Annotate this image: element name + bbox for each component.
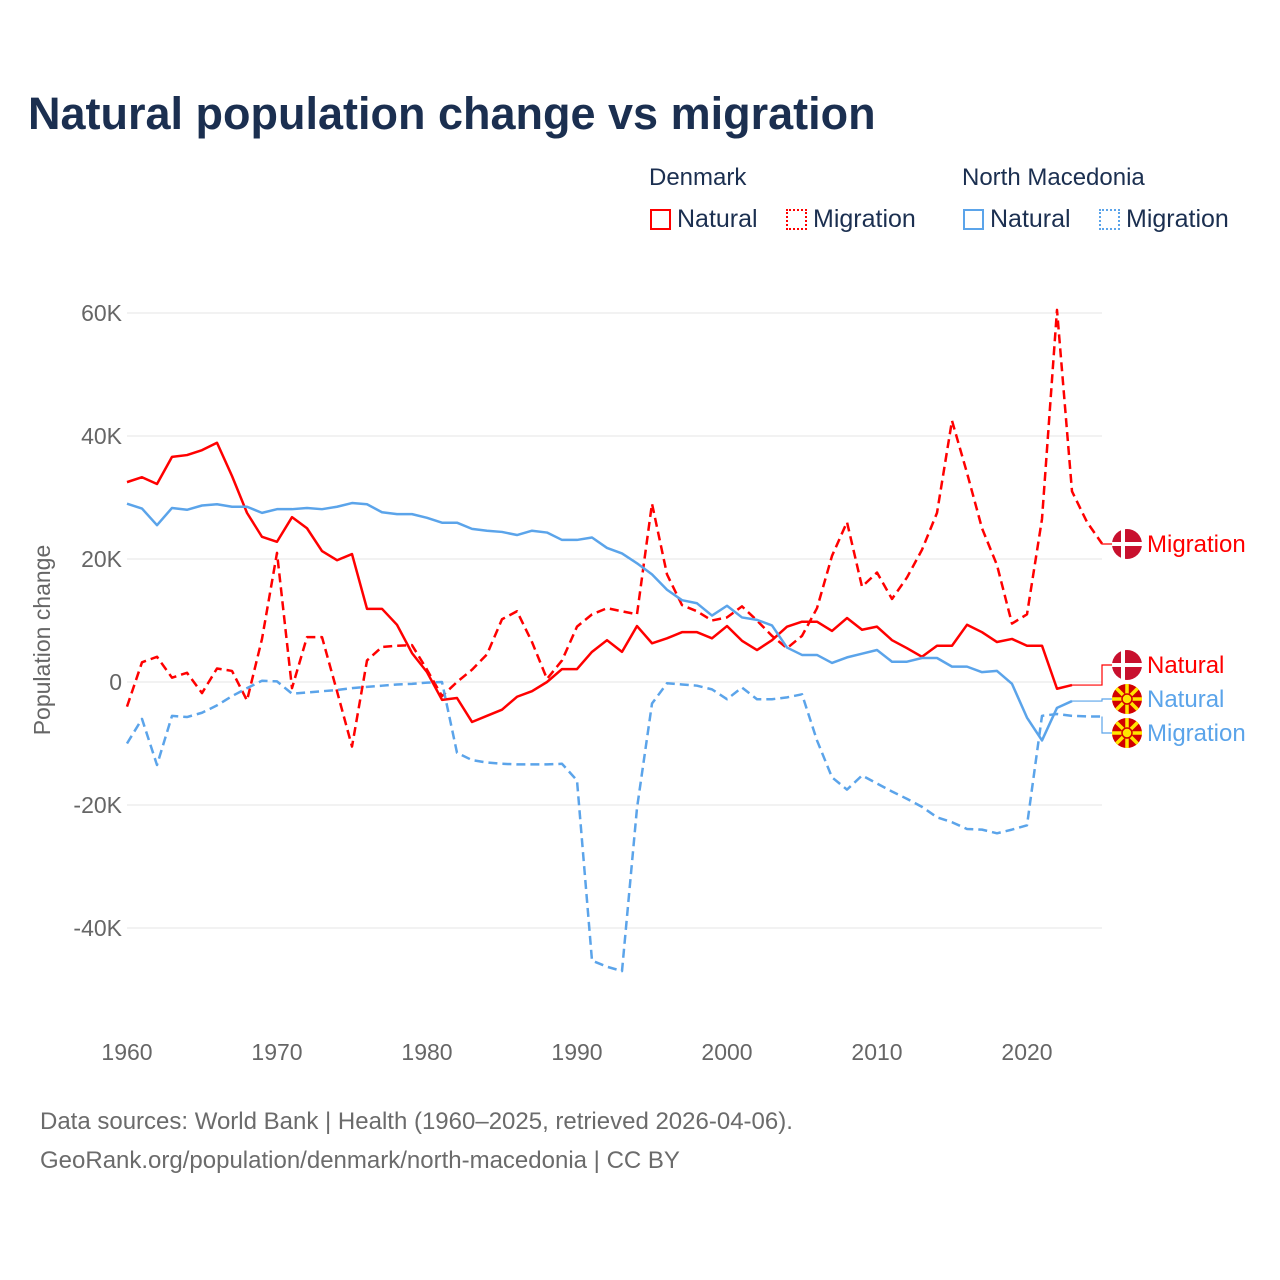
legend-label: Natural [677, 205, 758, 233]
legend-label: Natural [990, 205, 1071, 233]
series-end-label: Migration [1147, 531, 1246, 558]
y-axis-label: Population change [29, 545, 55, 736]
legend-group-denmark: Denmark [649, 164, 747, 191]
legend-swatch-solid [963, 209, 984, 230]
label-connector [1101, 716, 1112, 734]
series-line-north-macedonia-natural [126, 501, 1073, 742]
chart-title: Natural population change vs migration [28, 88, 876, 139]
y-tick-label: 60K [81, 300, 123, 326]
north-macedonia-flag-icon [1112, 718, 1142, 748]
x-tick-label: 2020 [1001, 1039, 1052, 1065]
label-connector [1072, 698, 1112, 702]
x-tick-label: 2010 [851, 1039, 902, 1065]
legend-swatch-dotted [786, 209, 807, 230]
footer-url[interactable]: GeoRank.org/population/denmark/north-mac… [40, 1147, 680, 1174]
y-tick-label: 40K [81, 423, 123, 449]
flag-cross [1112, 663, 1142, 667]
series-end-label: Migration [1147, 720, 1246, 747]
flag-cross [1112, 542, 1142, 546]
x-tick-label: 1980 [401, 1039, 452, 1065]
y-tick-label: 0 [109, 669, 122, 695]
denmark-flag-icon [1112, 529, 1142, 559]
legend-group-north-macedonia: North Macedonia [962, 164, 1145, 191]
legend-item-denmark-migration[interactable]: Migration [786, 205, 916, 234]
series-line-denmark-natural [126, 441, 1073, 724]
x-tick-label: 1990 [551, 1039, 602, 1065]
north-macedonia-flag-icon [1112, 684, 1142, 714]
legend-label: Migration [813, 205, 916, 233]
legend-item-north-macedonia-migration[interactable]: Migration [1099, 205, 1229, 234]
legend-item-denmark-natural[interactable]: Natural [650, 205, 758, 234]
y-tick-label: -20K [73, 792, 122, 818]
series-end-label: Natural [1147, 686, 1224, 713]
flag-sun [1121, 727, 1133, 739]
legend-swatch-dotted [1099, 209, 1120, 230]
x-tick-label: 1960 [101, 1039, 152, 1065]
legend-item-north-macedonia-natural[interactable]: Natural [963, 205, 1071, 234]
legend-swatch-solid [650, 209, 671, 230]
flag-cross [1121, 650, 1125, 680]
series-line-north-macedonia-migration [125, 679, 1102, 973]
x-tick-label: 1970 [251, 1039, 302, 1065]
y-tick-label: 20K [81, 546, 123, 572]
legend-label: Migration [1126, 205, 1229, 233]
series-end-label: Natural [1147, 652, 1224, 679]
footer-sources: Data sources: World Bank | Health (1960–… [40, 1108, 793, 1135]
flag-cross [1121, 529, 1125, 559]
x-tick-label: 2000 [701, 1039, 752, 1065]
series-line-denmark-migration [125, 308, 1104, 748]
flag-sun [1121, 693, 1133, 705]
y-tick-label: -40K [73, 915, 122, 941]
denmark-flag-icon [1112, 650, 1142, 680]
label-connector [1072, 664, 1112, 686]
